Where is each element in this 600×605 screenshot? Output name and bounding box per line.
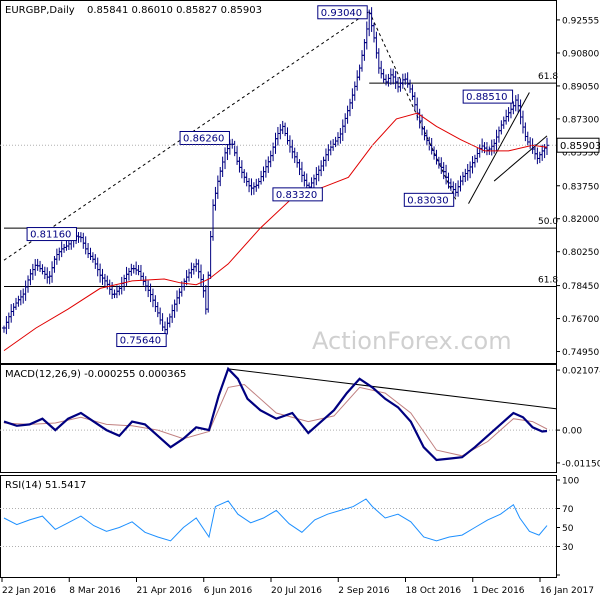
x-tick-label: 21 Apr 2016 [137,586,193,596]
price-y-tick-label: 0.78450 [562,282,599,292]
annotation-label: 0.81160 [30,230,71,241]
annotation-box [462,89,514,104]
price-annotation: 0.86260 [179,130,230,145]
price-panel-frame [0,0,557,364]
price-y-tick-label: 0.87300 [562,115,599,125]
annotation-box [317,5,368,20]
annotation-box [272,187,323,202]
rsi-y-tick-label: 30 [562,543,574,553]
fib-level-label: 61.8 [538,276,558,286]
rsi-y-tick-label: 100 [562,477,579,487]
annotation-box [179,130,230,145]
price-annotation: 0.93040 [317,5,368,20]
annotation-label: 0.88510 [466,92,507,103]
macd-y-tick-label: -0.011507 [562,459,600,469]
macd-layer [0,366,557,462]
x-tick-label: 16 Jan 2017 [540,586,594,596]
macd-line [3,366,548,462]
price-y-tick-label: 0.76700 [562,315,599,325]
price-annotation: 0.75640 [116,333,167,348]
price-y-tick-label: 0.89050 [562,82,599,92]
macd-trend-line [228,368,557,410]
annotation-box [26,227,77,242]
x-tick-label: 1 Dec 2016 [473,586,525,596]
x-tick-label: 20 Jul 2016 [271,586,322,596]
annotation-label: 0.83030 [407,195,448,206]
annotation-label: 0.83320 [276,190,317,201]
rsi-panel-name: RSI(14) 51.5417 [5,480,86,491]
rsi-y-tick-label: 50 [562,524,574,534]
ohlc-header: 0.85841 0.86010 0.85827 0.85903 [87,5,262,16]
x-tick-label: 22 Jan 2016 [2,586,56,596]
price-annotation: 0.81160 [26,227,77,242]
price-y-tick-label: 0.90800 [562,49,599,59]
annotation-label: 0.93040 [321,8,362,19]
annotation-box [403,192,455,207]
annotation-box [116,333,167,348]
rsi-panel-frame [0,475,557,578]
price-layer: 61.8 50.0 61.8 0.93040 0.88510 0.86260 0.83320… [2,5,558,352]
rsi-line [3,498,548,542]
x-tick-label: 6 Jun 2016 [204,586,253,596]
last-price-badge-box [556,137,600,153]
macd-y-tick-label: 0.00 [562,427,582,437]
fib-level-label: 50.0 [538,217,558,227]
macd-panel-name: MACD(12,26,9) -0.000255 0.000365 [5,369,186,380]
price-y-tick-label: 0.83750 [562,182,599,192]
x-tick-label: 2 Sep 2016 [338,586,390,596]
channel-line [493,135,548,182]
price-y-tick-label: 0.92555 [562,16,599,26]
macd-y-tick-label: 0.021074 [562,367,600,377]
x-tick-label: 18 Oct 2016 [406,586,462,596]
price-annotation: 0.88510 [462,89,514,104]
rsi-y-tick-label: 70 [562,505,574,515]
price-y-tick-label: 0.80250 [562,248,599,258]
last-price-badge: 0.85903 [560,141,600,152]
channel-line [468,92,530,204]
fib-level-label: 61.8 [538,72,558,82]
x-tick-label: 8 Mar 2016 [69,586,121,596]
rsi-layer [0,498,556,547]
price-y-tick-label: 0.85550 [562,148,599,158]
watermark: ActionForex.com [312,327,512,355]
price-y-tick-label: 0.74950 [562,348,599,358]
dashed-trend-line [3,11,370,261]
annotation-label: 0.86260 [183,133,224,144]
price-panel-name: EURGBP,Daily [5,5,75,16]
price-y-tick-label: 0.82000 [562,215,599,225]
dashed-trend-line [368,11,457,200]
ohlc-bar [545,137,549,155]
annotation-label: 0.75640 [120,336,161,347]
price-annotation: 0.83030 [403,192,455,207]
price-annotation: 0.83320 [272,187,323,202]
axis-layer: 0.92555 0.90800 0.89050 0.87300 0.85550 0.837… [0,16,600,596]
